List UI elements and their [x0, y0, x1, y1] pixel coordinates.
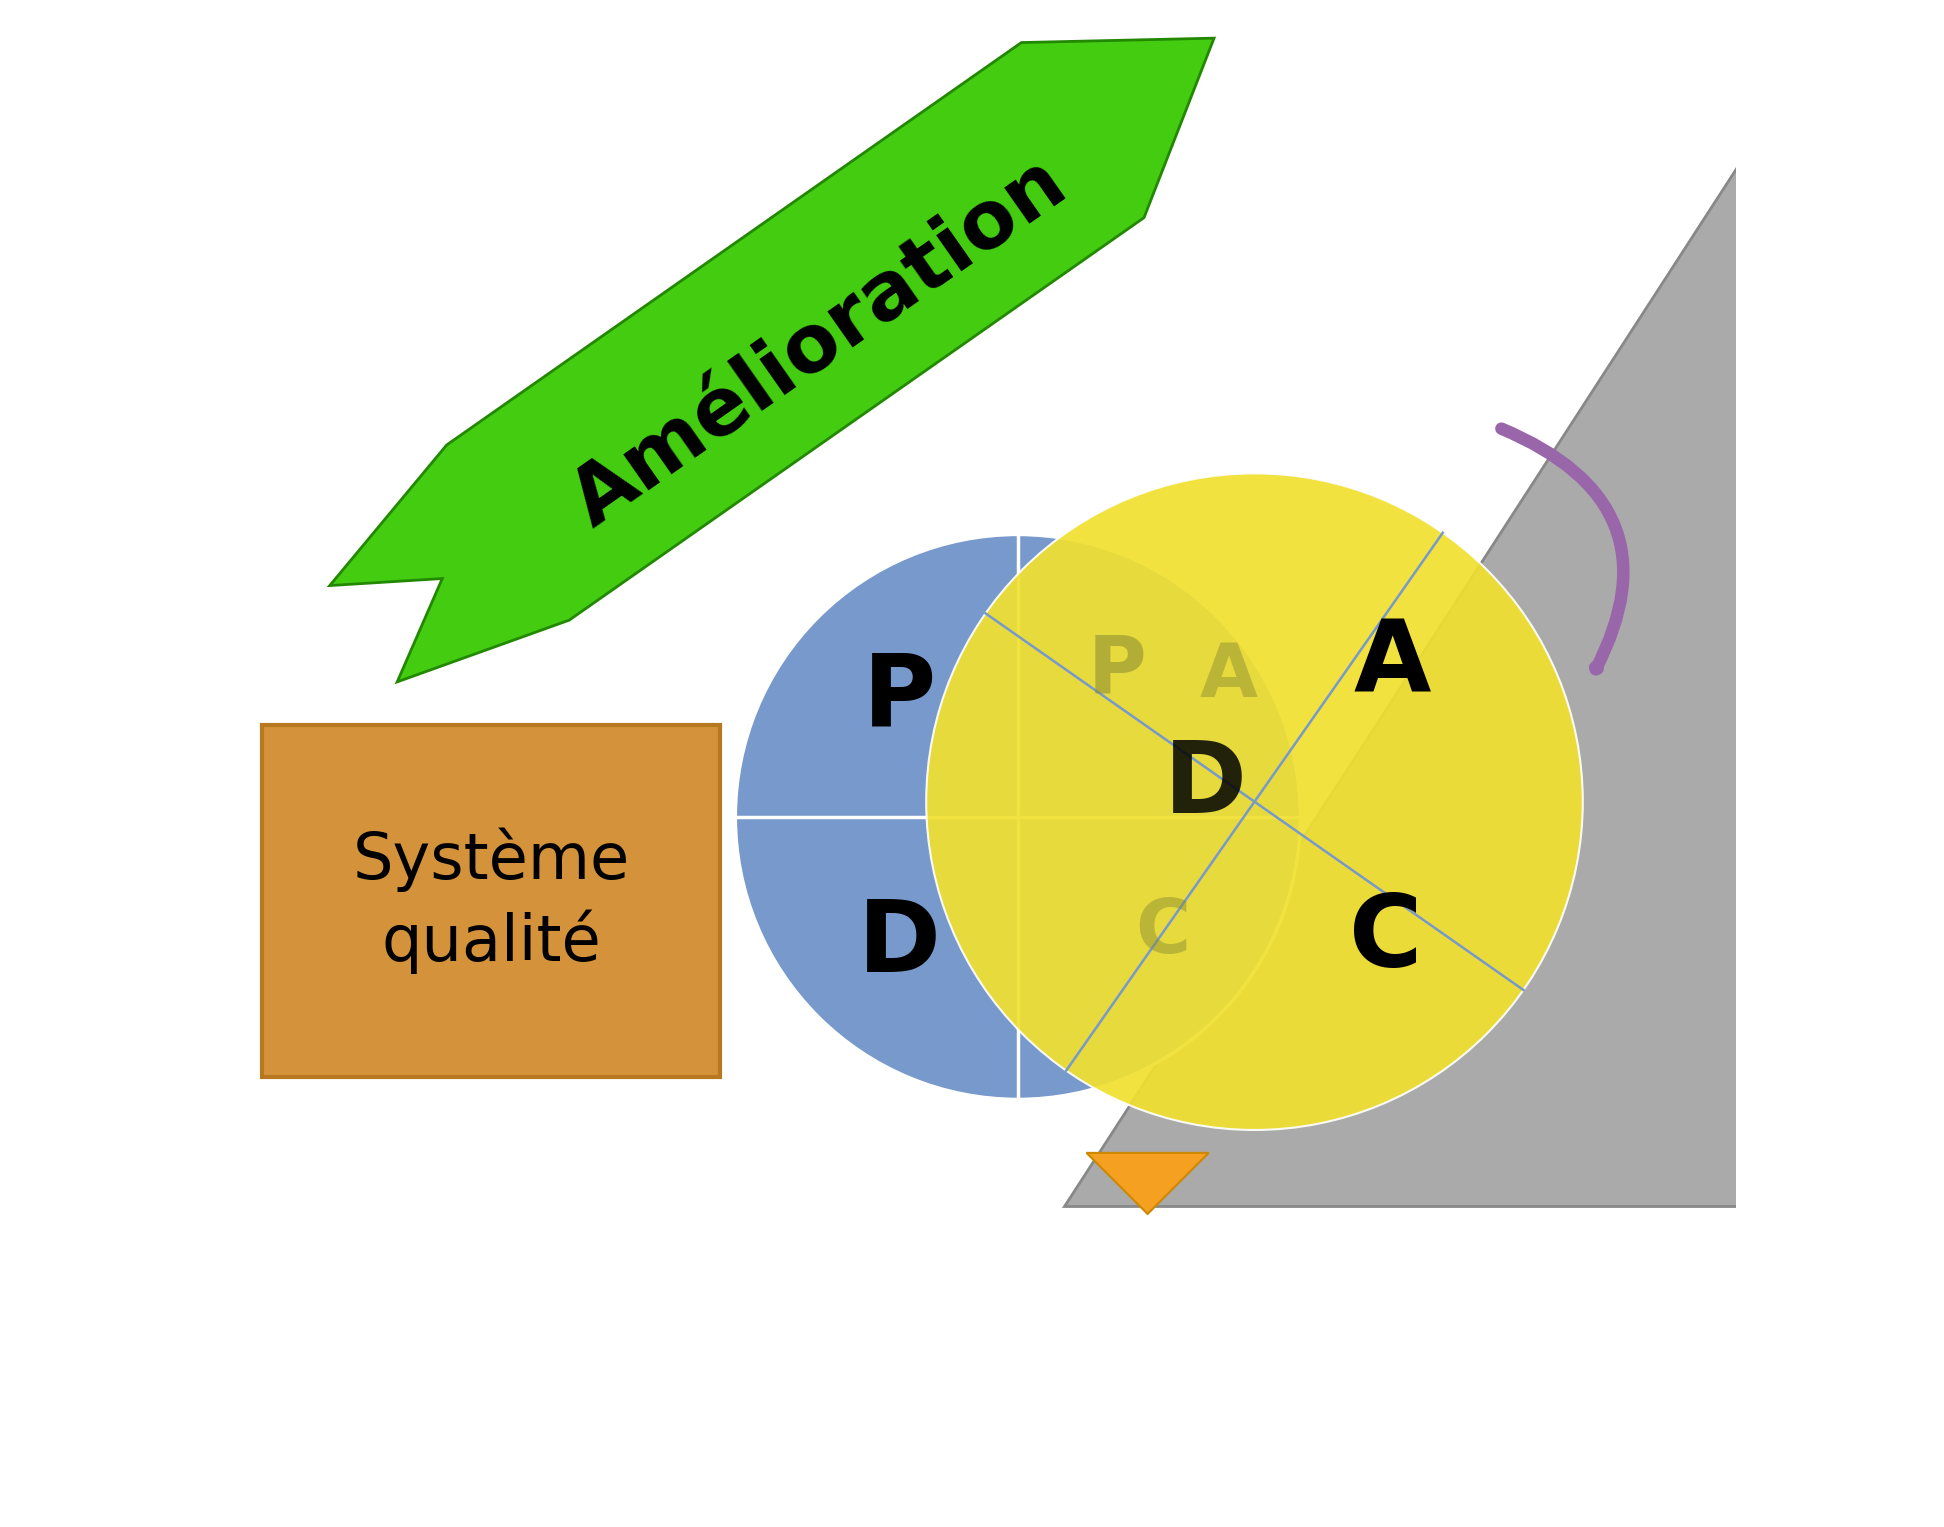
Text: Amélioration: Amélioration — [558, 144, 1081, 544]
Text: A: A — [1199, 640, 1258, 713]
FancyArrowPatch shape — [1501, 429, 1623, 669]
Text: P: P — [1087, 631, 1145, 710]
Circle shape — [925, 473, 1582, 1130]
Text: C: C — [1135, 896, 1190, 970]
Polygon shape — [1063, 122, 1765, 1206]
Text: D: D — [857, 895, 941, 993]
Text: C: C — [1349, 892, 1423, 988]
Text: D: D — [1164, 736, 1246, 834]
Text: P: P — [863, 651, 935, 747]
Text: A: A — [1353, 615, 1431, 712]
Text: Système
qualité: Système qualité — [352, 828, 630, 974]
Polygon shape — [330, 38, 1215, 683]
Circle shape — [735, 534, 1301, 1099]
FancyBboxPatch shape — [262, 725, 719, 1077]
Polygon shape — [1087, 1153, 1209, 1214]
